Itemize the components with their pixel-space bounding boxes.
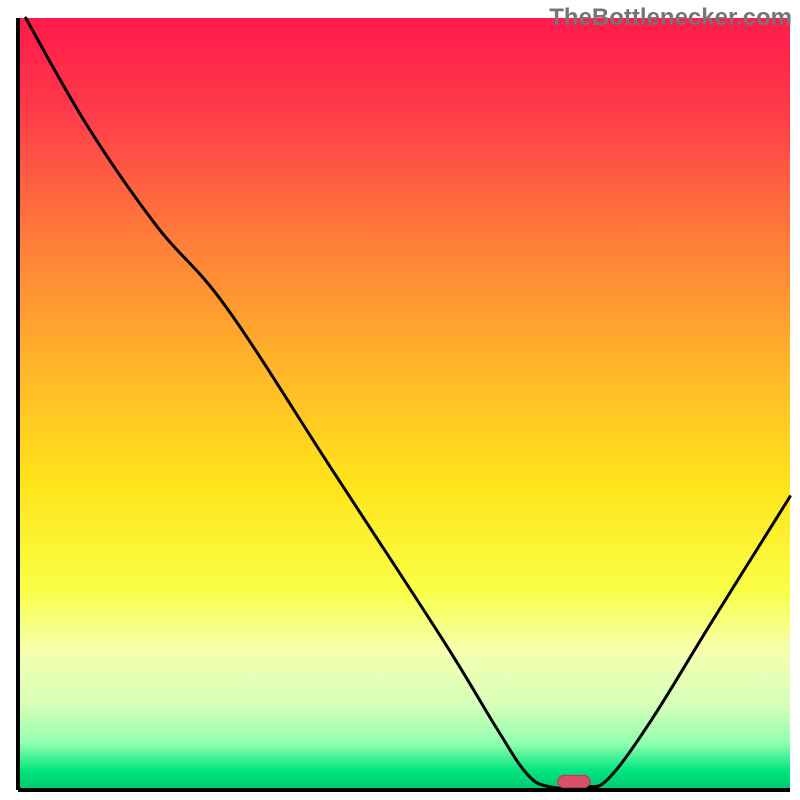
bottleneck-line-chart <box>0 0 800 800</box>
plot-background <box>18 18 790 790</box>
chart-wrap: TheBottlenecker.com <box>0 0 800 800</box>
optimum-marker <box>558 775 590 787</box>
